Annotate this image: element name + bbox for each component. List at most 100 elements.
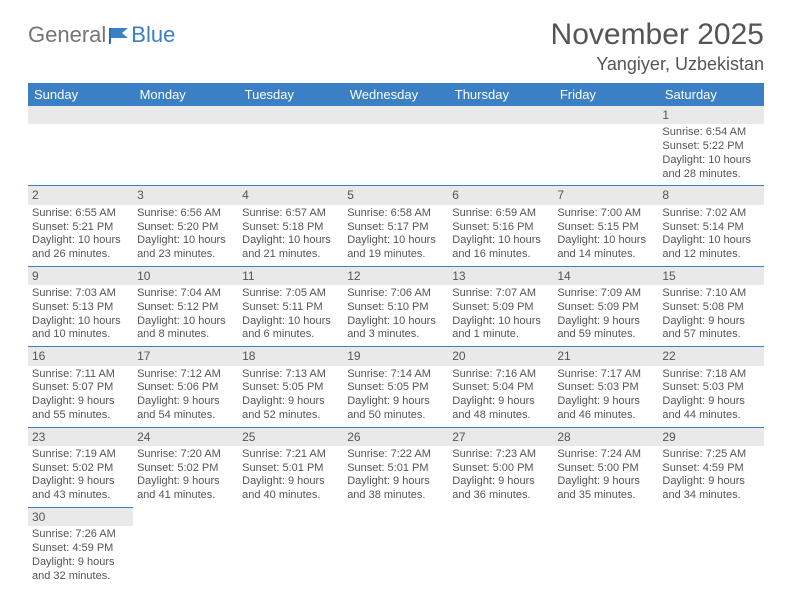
calendar-cell: 17Sunrise: 7:12 AMSunset: 5:06 PMDayligh… [133, 347, 238, 427]
day-number: 8 [658, 186, 763, 204]
weekday-header: Tuesday [238, 83, 343, 106]
calendar-cell-empty [238, 106, 343, 186]
calendar-cell: 5Sunrise: 6:58 AMSunset: 5:17 PMDaylight… [343, 186, 448, 266]
day-number: 15 [658, 267, 763, 285]
empty-bar [238, 106, 343, 124]
calendar-row: 9Sunrise: 7:03 AMSunset: 5:13 PMDaylight… [28, 266, 764, 346]
day-number: 3 [133, 186, 238, 204]
calendar-row: 1Sunrise: 6:54 AMSunset: 5:22 PMDaylight… [28, 106, 764, 186]
calendar-cell: 1Sunrise: 6:54 AMSunset: 5:22 PMDaylight… [658, 106, 763, 186]
day-details: Sunrise: 7:00 AMSunset: 5:15 PMDaylight:… [553, 205, 658, 266]
weekday-header: Thursday [448, 83, 553, 106]
empty-bar [553, 507, 658, 525]
day-details: Sunrise: 7:12 AMSunset: 5:06 PMDaylight:… [133, 366, 238, 427]
day-number: 12 [343, 267, 448, 285]
day-details: Sunrise: 7:04 AMSunset: 5:12 PMDaylight:… [133, 285, 238, 346]
title-block: November 2025 Yangiyer, Uzbekistan [551, 18, 764, 75]
day-number: 28 [553, 428, 658, 446]
calendar-cell: 25Sunrise: 7:21 AMSunset: 5:01 PMDayligh… [238, 427, 343, 507]
logo: General Blue [28, 18, 175, 48]
day-details: Sunrise: 7:25 AMSunset: 4:59 PMDaylight:… [658, 446, 763, 507]
day-number: 11 [238, 267, 343, 285]
empty-bar [133, 507, 238, 525]
calendar-cell: 19Sunrise: 7:14 AMSunset: 5:05 PMDayligh… [343, 347, 448, 427]
calendar-cell: 21Sunrise: 7:17 AMSunset: 5:03 PMDayligh… [553, 347, 658, 427]
day-details: Sunrise: 6:59 AMSunset: 5:16 PMDaylight:… [448, 205, 553, 266]
calendar-cell-empty [448, 106, 553, 186]
calendar-cell-empty [553, 106, 658, 186]
calendar-cell: 3Sunrise: 6:56 AMSunset: 5:20 PMDaylight… [133, 186, 238, 266]
day-number: 27 [448, 428, 553, 446]
calendar-body: 1Sunrise: 6:54 AMSunset: 5:22 PMDaylight… [28, 106, 764, 587]
day-details: Sunrise: 7:03 AMSunset: 5:13 PMDaylight:… [28, 285, 133, 346]
weekday-header: Sunday [28, 83, 133, 106]
day-number: 4 [238, 186, 343, 204]
calendar-cell: 4Sunrise: 6:57 AMSunset: 5:18 PMDaylight… [238, 186, 343, 266]
day-details: Sunrise: 7:06 AMSunset: 5:10 PMDaylight:… [343, 285, 448, 346]
calendar-row: 23Sunrise: 7:19 AMSunset: 5:02 PMDayligh… [28, 427, 764, 507]
day-details: Sunrise: 6:56 AMSunset: 5:20 PMDaylight:… [133, 205, 238, 266]
day-details: Sunrise: 7:20 AMSunset: 5:02 PMDaylight:… [133, 446, 238, 507]
page-title: November 2025 [551, 18, 764, 52]
day-number: 6 [448, 186, 553, 204]
day-details: Sunrise: 7:10 AMSunset: 5:08 PMDaylight:… [658, 285, 763, 346]
day-number: 24 [133, 428, 238, 446]
day-details: Sunrise: 6:55 AMSunset: 5:21 PMDaylight:… [28, 205, 133, 266]
calendar: SundayMondayTuesdayWednesdayThursdayFrid… [28, 83, 764, 587]
day-number: 22 [658, 347, 763, 365]
day-details: Sunrise: 7:21 AMSunset: 5:01 PMDaylight:… [238, 446, 343, 507]
calendar-cell: 29Sunrise: 7:25 AMSunset: 4:59 PMDayligh… [658, 427, 763, 507]
header: General Blue November 2025 Yangiyer, Uzb… [28, 18, 764, 75]
empty-bar [238, 507, 343, 525]
day-number: 10 [133, 267, 238, 285]
calendar-cell-empty [448, 507, 553, 587]
day-details: Sunrise: 6:58 AMSunset: 5:17 PMDaylight:… [343, 205, 448, 266]
calendar-cell: 24Sunrise: 7:20 AMSunset: 5:02 PMDayligh… [133, 427, 238, 507]
day-number: 14 [553, 267, 658, 285]
day-number: 16 [28, 347, 133, 365]
day-number: 17 [133, 347, 238, 365]
day-number: 25 [238, 428, 343, 446]
calendar-cell-empty [343, 507, 448, 587]
day-number: 5 [343, 186, 448, 204]
day-details: Sunrise: 7:17 AMSunset: 5:03 PMDaylight:… [553, 366, 658, 427]
calendar-cell-empty [658, 507, 763, 587]
day-details: Sunrise: 7:07 AMSunset: 5:09 PMDaylight:… [448, 285, 553, 346]
day-number: 23 [28, 428, 133, 446]
calendar-row: 30Sunrise: 7:26 AMSunset: 4:59 PMDayligh… [28, 507, 764, 587]
logo-text-2: Blue [131, 22, 175, 48]
flag-icon [108, 24, 130, 50]
day-details: Sunrise: 7:16 AMSunset: 5:04 PMDaylight:… [448, 366, 553, 427]
empty-bar [343, 507, 448, 525]
day-number: 2 [28, 186, 133, 204]
day-number: 1 [658, 106, 763, 124]
calendar-cell: 14Sunrise: 7:09 AMSunset: 5:09 PMDayligh… [553, 266, 658, 346]
calendar-cell: 23Sunrise: 7:19 AMSunset: 5:02 PMDayligh… [28, 427, 133, 507]
day-details: Sunrise: 7:09 AMSunset: 5:09 PMDaylight:… [553, 285, 658, 346]
weekday-row: SundayMondayTuesdayWednesdayThursdayFrid… [28, 83, 764, 106]
day-details: Sunrise: 7:02 AMSunset: 5:14 PMDaylight:… [658, 205, 763, 266]
calendar-cell: 28Sunrise: 7:24 AMSunset: 5:00 PMDayligh… [553, 427, 658, 507]
calendar-cell-empty [133, 507, 238, 587]
day-details: Sunrise: 7:11 AMSunset: 5:07 PMDaylight:… [28, 366, 133, 427]
calendar-cell-empty [238, 507, 343, 587]
weekday-header: Saturday [658, 83, 763, 106]
calendar-cell: 12Sunrise: 7:06 AMSunset: 5:10 PMDayligh… [343, 266, 448, 346]
calendar-cell: 20Sunrise: 7:16 AMSunset: 5:04 PMDayligh… [448, 347, 553, 427]
day-details: Sunrise: 7:19 AMSunset: 5:02 PMDaylight:… [28, 446, 133, 507]
weekday-header: Monday [133, 83, 238, 106]
day-details: Sunrise: 7:14 AMSunset: 5:05 PMDaylight:… [343, 366, 448, 427]
day-number: 7 [553, 186, 658, 204]
empty-bar [133, 106, 238, 124]
day-details: Sunrise: 7:22 AMSunset: 5:01 PMDaylight:… [343, 446, 448, 507]
location: Yangiyer, Uzbekistan [551, 54, 764, 75]
calendar-cell: 2Sunrise: 6:55 AMSunset: 5:21 PMDaylight… [28, 186, 133, 266]
weekday-header: Wednesday [343, 83, 448, 106]
calendar-cell: 10Sunrise: 7:04 AMSunset: 5:12 PMDayligh… [133, 266, 238, 346]
calendar-cell: 18Sunrise: 7:13 AMSunset: 5:05 PMDayligh… [238, 347, 343, 427]
calendar-row: 2Sunrise: 6:55 AMSunset: 5:21 PMDaylight… [28, 186, 764, 266]
day-number: 29 [658, 428, 763, 446]
calendar-cell-empty [553, 507, 658, 587]
calendar-cell: 30Sunrise: 7:26 AMSunset: 4:59 PMDayligh… [28, 507, 133, 587]
empty-bar [448, 507, 553, 525]
